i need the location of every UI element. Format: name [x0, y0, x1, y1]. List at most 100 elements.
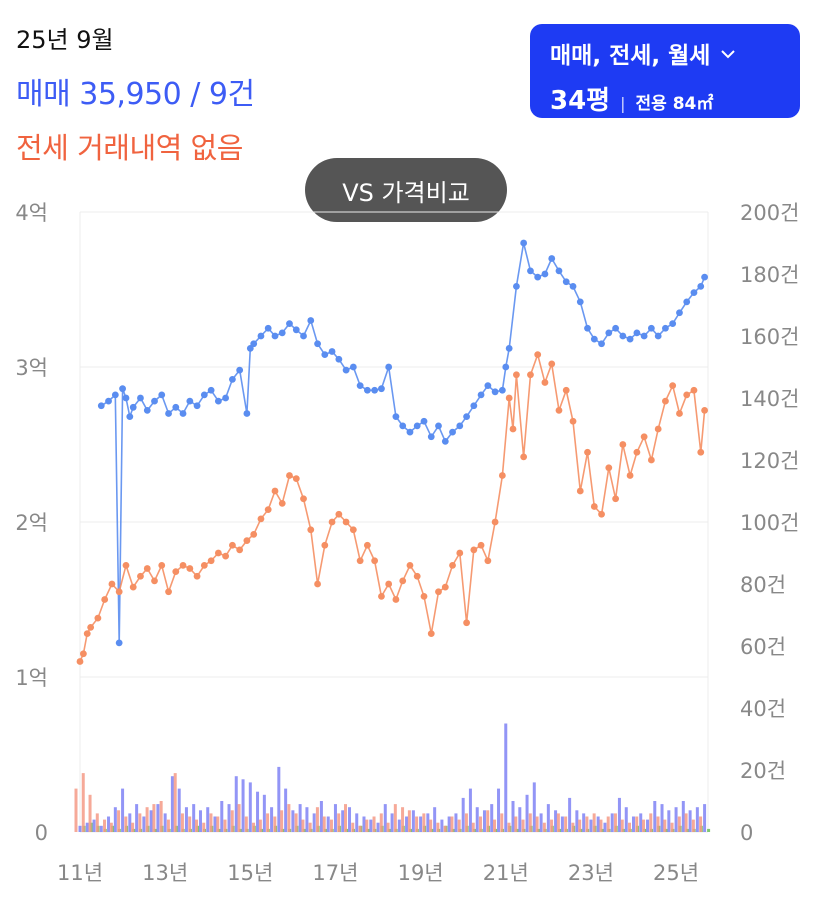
jeonse-summary: 전세 거래내역 없음 — [16, 131, 243, 165]
price-point-sale — [534, 273, 542, 281]
price-point-jeonse — [356, 557, 364, 565]
volume-bar-jeonse — [450, 816, 454, 832]
price-point-jeonse — [654, 425, 662, 433]
volume-bar-jeonse — [365, 819, 369, 832]
volume-bar-sale — [333, 804, 337, 832]
volume-bar-jeonse — [117, 810, 121, 832]
volume-bar-sale — [454, 813, 458, 832]
x-tick-label: 15년 — [227, 861, 273, 885]
price-point-sale — [477, 391, 485, 399]
price-point-sale — [292, 326, 300, 334]
volume-bar-jeonse — [180, 813, 184, 832]
vs-compare-button[interactable]: VS 가격비교 — [305, 158, 507, 222]
volume-bar-jeonse — [95, 813, 99, 832]
price-line-jeonse — [79, 351, 706, 662]
price-point-jeonse — [449, 562, 456, 569]
price-point-sale — [527, 267, 534, 275]
price-point-sale — [186, 397, 194, 405]
price-point-sale — [427, 433, 435, 441]
price-point-sale — [662, 324, 669, 332]
volume-bar-sale — [355, 813, 359, 832]
volume-bar-jeonse — [635, 816, 639, 832]
price-point-jeonse — [513, 371, 520, 379]
volume-bar-jeonse — [280, 810, 284, 832]
volume-bar-jeonse — [613, 813, 617, 832]
y-right-tick-label: 80건 — [740, 573, 786, 597]
price-point-jeonse — [151, 577, 158, 585]
volume-bar-jeonse — [493, 819, 497, 832]
volume-bar-sale — [695, 807, 699, 832]
volume-bar-sale — [341, 810, 345, 832]
volume-bar-jeonse — [351, 822, 355, 832]
volume-bar-sale — [624, 807, 628, 832]
price-point-jeonse — [179, 562, 187, 569]
price-point-jeonse — [605, 464, 613, 472]
volume-bar-sale — [99, 825, 103, 832]
y-right-tick-label: 180건 — [740, 263, 799, 287]
price-point-jeonse — [342, 518, 350, 526]
price-point-jeonse — [555, 407, 563, 414]
volume-bar-sale — [596, 816, 600, 832]
price-point-jeonse — [300, 495, 307, 503]
price-point-jeonse — [158, 562, 166, 569]
volume-bar-jeonse — [103, 819, 107, 832]
divider: | — [620, 94, 626, 113]
y-right-tick-label: 60건 — [740, 635, 786, 659]
volume-bar-jeonse — [329, 819, 333, 832]
price-point-jeonse — [683, 391, 691, 399]
volume-bar-jeonse — [152, 804, 156, 832]
price-point-jeonse — [406, 562, 414, 569]
volume-bar-sale — [262, 794, 266, 832]
price-point-sale — [502, 363, 510, 371]
y-right-tick-label: 20건 — [740, 759, 786, 783]
price-point-jeonse — [83, 630, 91, 637]
volume-bar-sale — [206, 807, 210, 832]
price-point-sale — [119, 385, 126, 393]
volume-bar-jeonse — [415, 816, 419, 832]
price-point-sale — [491, 388, 499, 396]
price-point-jeonse — [427, 630, 435, 637]
volume-bar-sale — [326, 816, 330, 832]
x-tick-label: 11년 — [57, 861, 103, 885]
price-point-sale — [378, 385, 385, 393]
price-point-jeonse — [413, 572, 421, 580]
volume-bar-sale — [163, 813, 167, 832]
price-point-jeonse — [371, 557, 379, 565]
price-point-sale — [179, 410, 187, 417]
volume-bar-sale — [405, 816, 409, 832]
price-point-sale — [246, 345, 254, 352]
price-point-jeonse — [569, 417, 577, 425]
volume-bar-sale — [305, 807, 309, 832]
volume-bar-sale — [177, 788, 181, 832]
volume-bar-jeonse — [535, 816, 539, 832]
volume-bar-sale — [184, 807, 188, 832]
volume-bar-sale — [653, 801, 657, 832]
trade-filter-button[interactable]: 매매, 전세, 월세 34평 | 전용 84㎡ — [530, 24, 800, 118]
price-point-sale — [158, 391, 166, 399]
volume-bar-jeonse — [145, 807, 149, 832]
price-point-jeonse — [328, 518, 336, 526]
price-point-sale — [605, 329, 613, 337]
volume-bar-jeonse — [138, 813, 142, 832]
volume-bar-sale — [149, 810, 153, 832]
volume-bar-jeonse — [464, 813, 468, 832]
volume-bar-sale — [447, 816, 451, 832]
price-point-sale — [456, 422, 464, 430]
price-point-jeonse — [697, 448, 705, 456]
price-point-jeonse — [207, 557, 215, 565]
price-point-sale — [328, 348, 336, 355]
volume-bar-sale — [660, 804, 664, 832]
price-point-sale — [548, 255, 556, 262]
volume-bar-sale — [220, 801, 224, 832]
price-point-jeonse — [590, 503, 598, 510]
price-point-sale — [626, 335, 634, 343]
volume-bar-sale — [511, 801, 515, 832]
y-left-tick-label: 1억 — [15, 666, 48, 690]
price-point-jeonse — [520, 453, 528, 461]
volume-bar-sale — [532, 782, 536, 832]
price-point-sale — [654, 332, 662, 340]
price-point-sale — [619, 332, 627, 340]
price-point-sale — [413, 422, 421, 430]
volume-bar-jeonse — [443, 825, 447, 832]
